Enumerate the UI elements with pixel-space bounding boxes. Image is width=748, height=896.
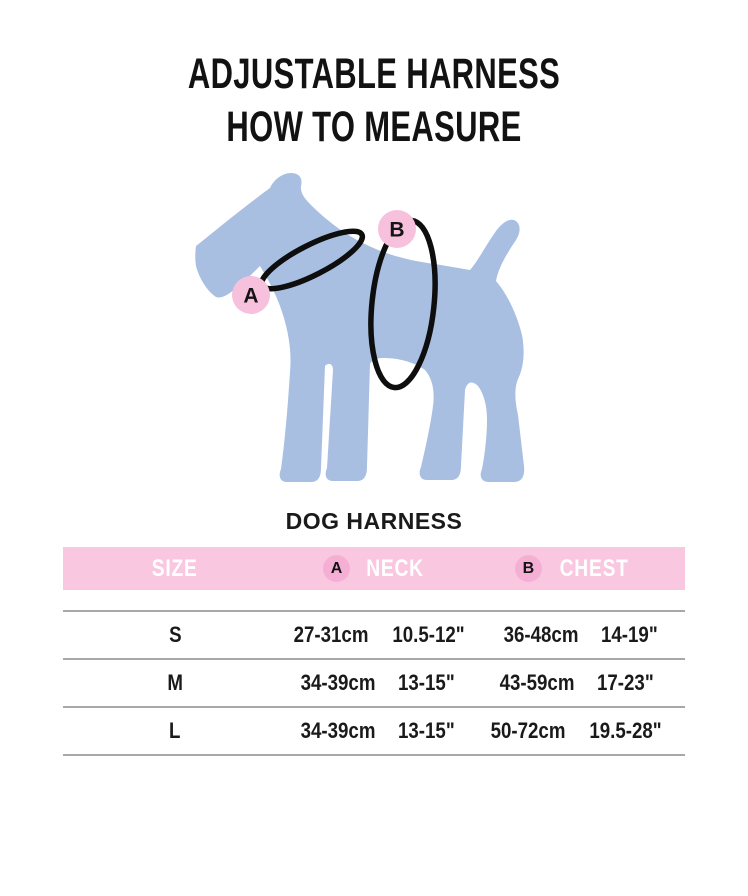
size-value: L [169, 718, 181, 743]
chest-in-value: 14-19" [601, 622, 658, 647]
neck-in-value: 13-15" [398, 718, 455, 743]
chest-cm-value: 50-72cm [490, 718, 566, 743]
chest-cell: 50-72cm 19.5-28" [467, 718, 685, 744]
measure-point-a-label: A [243, 285, 258, 308]
header-neck: A NECK [287, 555, 467, 583]
chest-cell: 43-59cm 17-23" [467, 670, 685, 696]
measure-point-b-badge: B [378, 210, 416, 248]
size-value: M [167, 670, 183, 695]
neck-cm-value: 34-39cm [300, 718, 376, 743]
page-title: ADJUSTABLE HARNESS HOW TO MEASURE [0, 48, 748, 154]
chest-cell: 36-48cm 14-19" [471, 622, 689, 648]
neck-cm-value: 34-39cm [300, 670, 376, 695]
measure-point-a-badge: A [232, 276, 270, 314]
dog-silhouette [195, 173, 525, 482]
neck-cell: 34-39cm 13-15" [287, 670, 467, 696]
table-row-l: L 34-39cm 13-15" 50-72cm 19.5-28" [63, 706, 685, 756]
size-cell: L [63, 718, 287, 744]
size-value: S [168, 622, 182, 647]
page-title-line1: ADJUSTABLE HARNESS [187, 50, 561, 98]
chest-cm-value: 36-48cm [503, 622, 579, 647]
neck-cm-value: 27-31cm [293, 622, 369, 647]
size-table-header: SIZE A NECK B CHEST [63, 547, 685, 590]
size-cell: S [63, 622, 287, 648]
size-cell: M [63, 670, 287, 696]
header-neck-label: NECK [366, 554, 424, 582]
neck-badge-icon: A [323, 555, 351, 582]
header-size: SIZE [63, 555, 287, 583]
page-title-line2: HOW TO MEASURE [226, 103, 522, 151]
measure-point-b-label: B [389, 219, 404, 242]
table-header-gap [63, 590, 685, 610]
chest-in-value: 19.5-28" [589, 718, 662, 743]
chest-cm-value: 43-59cm [499, 670, 575, 695]
neck-cell: 34-39cm 13-15" [287, 718, 467, 744]
table-title: DOG HARNESS [285, 508, 463, 534]
neck-in-value: 10.5-12" [392, 622, 465, 647]
dog-measure-illustration: A B [184, 168, 564, 500]
size-table: SIZE A NECK B CHEST S 27-31cm 10.5-12" 3… [63, 547, 685, 756]
header-chest-label: CHEST [559, 554, 629, 582]
neck-cell: 27-31cm 10.5-12" [287, 622, 471, 648]
header-size-label: SIZE [152, 554, 198, 582]
chest-in-value: 17-23" [597, 670, 655, 695]
table-row-m: M 34-39cm 13-15" 43-59cm 17-23" [63, 658, 685, 706]
chest-badge-icon: B [514, 555, 542, 582]
neck-in-value: 13-15" [398, 670, 455, 695]
table-row-s: S 27-31cm 10.5-12" 36-48cm 14-19" [63, 610, 685, 658]
header-chest: B CHEST [467, 555, 685, 583]
dog-illustration-svg: A B [195, 173, 525, 482]
